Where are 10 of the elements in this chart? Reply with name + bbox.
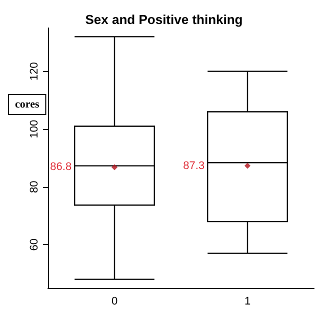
x-tick-label: 1 (244, 296, 251, 308)
chart-title: Sex and Positive thinking (85, 12, 243, 27)
y-tick-label: 120 (28, 62, 40, 81)
y-tick-label: 60 (28, 238, 40, 251)
annotation: 87.3 (183, 160, 205, 172)
x-tick-label: 0 (111, 296, 118, 308)
annotation: 86.8 (50, 161, 72, 174)
text: cores (15, 98, 40, 110)
y-tick-label: 100 (28, 120, 40, 138)
y-tick-label: 80 (28, 180, 40, 194)
